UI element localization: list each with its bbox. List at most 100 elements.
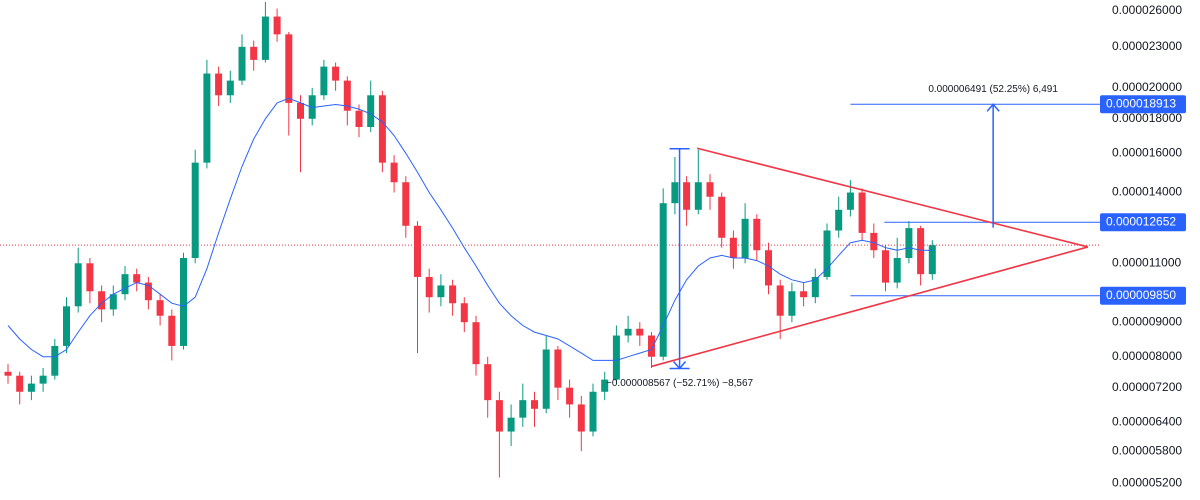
- candle-body: [589, 391, 597, 432]
- candle-body: [402, 182, 410, 226]
- y-tick-label: 0.000014000: [1112, 185, 1182, 199]
- candle-body: [109, 294, 117, 310]
- candle-body: [378, 95, 386, 163]
- candle-body: [425, 276, 433, 298]
- candle-body: [367, 95, 375, 128]
- y-tick-label: 0.000011000: [1112, 255, 1182, 269]
- candle-body: [273, 16, 281, 35]
- price-label-box: [1100, 286, 1186, 305]
- candle-body: [484, 364, 492, 401]
- candle-body: [519, 400, 527, 418]
- candle-body: [472, 322, 480, 365]
- candle-body: [226, 80, 234, 96]
- candle-body: [203, 73, 211, 163]
- trendline: [696, 147, 1089, 248]
- candle-body: [191, 162, 199, 259]
- candle-body: [27, 383, 35, 392]
- candle-body: [180, 258, 187, 346]
- candle-body: [823, 230, 831, 277]
- candle-body: [811, 276, 819, 298]
- candle-body: [215, 73, 223, 96]
- candle-body: [659, 203, 667, 357]
- price-axis: 0.000026000 0.000023000 0.000020000 0.00001…: [1100, 3, 1186, 489]
- y-tick-label: 0.000005800: [1112, 443, 1182, 457]
- y-tick-label: 0.000005200: [1112, 475, 1182, 489]
- candle-body: [121, 274, 129, 295]
- candle-body: [648, 335, 655, 357]
- y-tick-label: 0.000008000: [1112, 349, 1182, 363]
- measure-label: 0.000006491 (52.25%) 6,491: [928, 84, 1058, 95]
- measure-arrowhead: [986, 103, 1000, 112]
- candle-body: [917, 228, 925, 275]
- candle-body: [542, 349, 550, 409]
- candle-body: [297, 102, 304, 119]
- candle-body: [577, 404, 585, 432]
- candle-body: [308, 95, 316, 119]
- candle-body: [39, 375, 47, 384]
- candle-body: [694, 182, 702, 210]
- candle-body: [636, 328, 644, 336]
- candle-body: [729, 237, 737, 259]
- candle-body: [601, 379, 609, 392]
- candle-body: [98, 291, 106, 310]
- y-tick-label: 0.000016000: [1112, 146, 1182, 160]
- candle-body: [355, 110, 363, 128]
- candle-body: [74, 263, 82, 307]
- candle-body: [390, 162, 398, 183]
- candle-body: [495, 400, 503, 432]
- candle-body: [893, 258, 901, 283]
- candle-body: [320, 66, 328, 96]
- candle-body: [460, 303, 468, 323]
- candle-body: [858, 192, 866, 233]
- candle-body: [437, 285, 445, 298]
- price-label-box: [1100, 213, 1186, 232]
- candle-body: [788, 291, 796, 316]
- candle-body: [16, 375, 24, 392]
- candle-body: [905, 228, 913, 259]
- y-tick-label: 0.000026000: [1112, 3, 1182, 17]
- candle-body: [718, 196, 726, 238]
- candle-body: [285, 34, 293, 103]
- y-tick-label: 0.000018000: [1112, 111, 1182, 125]
- candle-body: [156, 300, 164, 316]
- candle-body: [846, 192, 854, 210]
- candle-body: [741, 218, 749, 259]
- price-label-box: [1100, 95, 1186, 114]
- candle-body: [250, 46, 258, 60]
- candle-body: [414, 225, 421, 277]
- candle-body: [449, 285, 457, 304]
- candle-body: [882, 250, 889, 283]
- candle-body: [133, 274, 141, 283]
- y-tick-label: 0.000020000: [1112, 80, 1182, 94]
- candle-body: [168, 315, 176, 346]
- candle-body: [144, 282, 152, 301]
- y-tick-label: 0.000007200: [1112, 380, 1182, 394]
- measure-label: −0.000008567 (−52.71%) −8,567: [606, 378, 754, 389]
- trendline: [651, 246, 1089, 368]
- candles-layer: [4, 1, 936, 478]
- y-tick-label: 0.000006400: [1112, 414, 1182, 428]
- candle-body: [776, 285, 784, 316]
- candle-body: [928, 245, 936, 275]
- candle-body: [63, 306, 70, 346]
- candle-body: [86, 263, 94, 292]
- y-tick-label: 0.000009000: [1112, 314, 1182, 328]
- candle-body: [343, 80, 351, 111]
- candle-body: [531, 400, 538, 409]
- candle-body: [753, 218, 761, 251]
- candle-body: [566, 387, 574, 405]
- candle-body: [835, 209, 843, 231]
- price-label: 0.000009850: [1106, 288, 1176, 302]
- candle-body: [683, 182, 691, 210]
- candle-body: [765, 250, 772, 286]
- candle-body: [612, 335, 620, 380]
- candle-body: [51, 345, 59, 376]
- moving-average: [7, 97, 933, 361]
- candle-body: [706, 182, 714, 197]
- y-tick-label: 0.000023000: [1112, 39, 1182, 53]
- candle-body: [261, 16, 269, 60]
- candle-body: [554, 349, 562, 388]
- price-label: 0.000018913: [1106, 96, 1176, 110]
